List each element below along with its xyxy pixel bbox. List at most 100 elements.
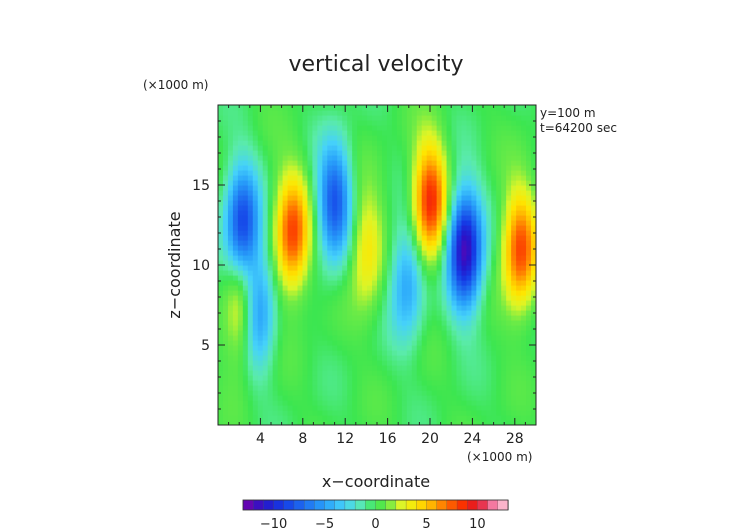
field-cell [456,140,463,146]
field-cell [352,360,358,366]
field-cell [436,105,443,111]
field-cell [466,345,473,351]
field-cell [292,215,299,221]
field-cell [531,165,536,171]
field-cell [312,215,318,221]
field-cell [441,260,448,266]
field-cell [262,285,269,291]
field-cell [461,315,468,321]
field-cell [456,420,463,425]
field-cell [391,180,398,186]
field-cell [451,195,458,201]
field-cell [496,340,502,346]
field-cell [426,220,433,226]
field-cell [436,345,443,351]
field-cell [531,190,536,196]
field-cell [302,390,309,396]
field-cell [367,365,373,371]
field-cell [406,365,413,371]
field-cell [252,180,259,186]
field-cell [342,145,348,151]
field-cell [456,205,463,211]
field-cell [272,170,279,176]
field-cell [431,345,438,351]
field-cell [332,210,338,216]
field-cell [506,175,512,181]
field-cell [521,420,527,425]
field-cell [262,140,269,146]
field-cell [516,330,522,336]
field-cell [441,210,448,216]
field-cell [317,310,323,316]
colorbar-swatch [365,499,377,511]
field-cell [302,160,309,166]
field-cell [367,385,373,391]
field-cell [506,210,512,216]
field-cell [511,150,517,156]
field-cell [401,350,408,356]
field-cell [406,125,413,131]
field-cell [456,285,463,291]
field-cell [516,215,522,221]
field-cell [446,240,453,246]
field-cell [496,150,502,156]
field-cell [486,280,492,286]
field-cell [232,270,239,276]
field-cell [461,155,468,161]
field-cell [372,145,378,151]
field-cell [406,315,413,321]
field-cell [218,270,224,276]
field-cell [481,400,487,406]
field-cell [411,325,418,331]
field-cell [466,270,473,276]
field-cell [436,245,443,251]
field-cell [531,385,536,391]
field-cell [471,185,477,191]
field-cell [396,140,403,146]
field-cell [257,320,264,326]
field-cell [391,195,398,201]
field-cell [247,240,254,246]
field-cell [476,330,482,336]
field-cell [367,310,373,316]
field-cell [521,205,527,211]
field-cell [446,340,453,346]
field-cell [227,235,234,241]
field-cell [466,355,473,361]
field-cell [531,395,536,401]
field-cell [501,350,507,356]
field-cell [406,185,413,191]
field-cell [222,260,229,266]
field-cell [272,360,279,366]
field-cell [377,250,383,256]
field-cell [446,290,453,296]
field-cell [302,135,309,141]
field-cell [317,335,323,341]
field-cell [287,115,294,121]
field-cell [277,415,284,421]
field-cell [218,360,224,366]
field-cell [516,210,522,216]
field-cell [242,140,249,146]
field-cell [386,420,393,425]
field-cell [332,260,338,266]
field-cell [307,420,314,425]
field-cell [247,130,254,136]
field-cell [242,210,249,216]
field-cell [237,280,244,286]
field-cell [267,280,274,286]
field-cell [357,275,363,281]
field-cell [521,405,527,411]
field-cell [436,195,443,201]
field-cell [496,110,502,116]
field-cell [506,345,512,351]
field-cell [297,320,304,326]
field-cell [476,375,482,381]
field-cell [496,175,502,181]
field-cell [406,280,413,286]
field-cell [411,245,418,251]
field-cell [232,370,239,376]
field-cell [506,115,512,121]
field-cell [257,110,264,116]
field-cell [337,305,343,311]
